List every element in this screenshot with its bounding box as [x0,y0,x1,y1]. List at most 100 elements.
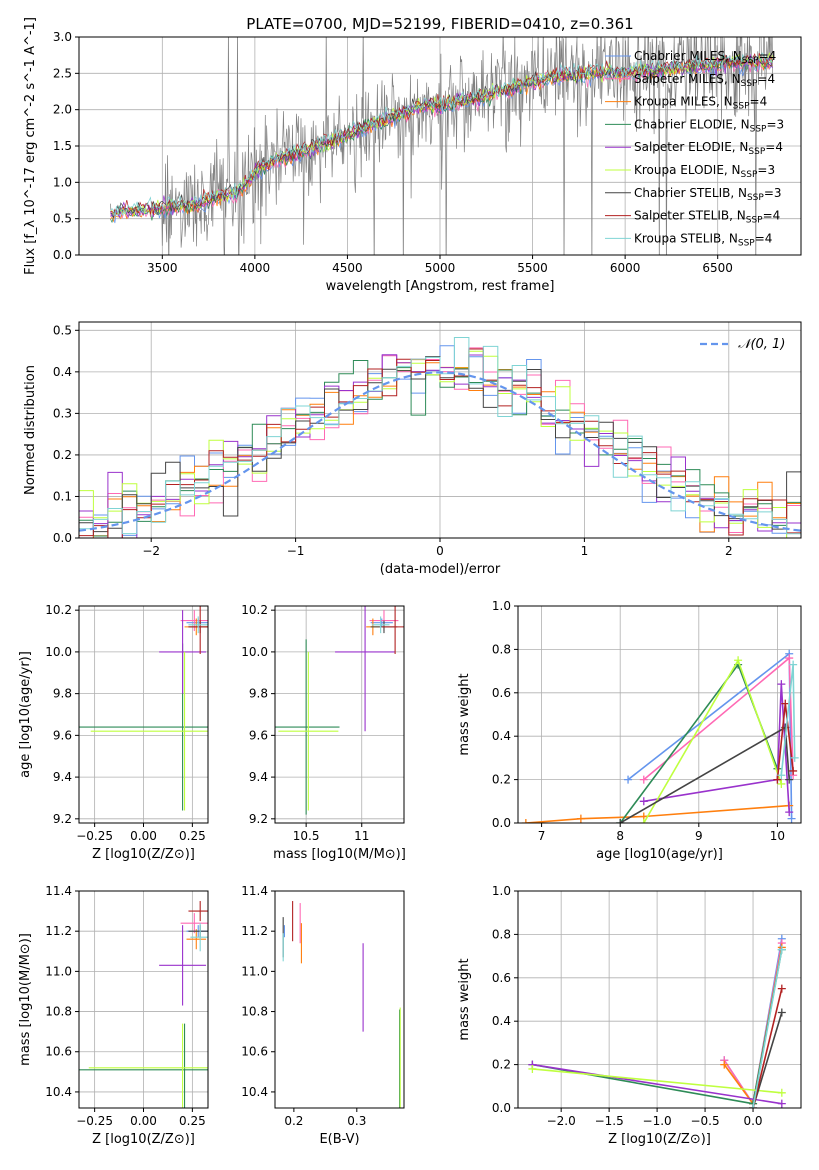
y-tick-label: 0.0 [492,816,511,830]
mass-vs-extinction-plot-frame [274,890,405,1109]
weight-point [790,753,799,762]
y-axis-label: age [log10(age/yr)] [18,651,33,778]
weight-point [777,680,786,689]
legend-label: Chabrier ELODIE, NSSP=3 [634,117,784,134]
x-axis-label: age [log10(age/yr)] [596,847,723,862]
y-axis-label: mass weight [457,958,472,1040]
y-tick-label: 0.4 [53,365,72,379]
weight-point [777,771,786,780]
x-tick-label: 7 [538,829,546,843]
x-axis-label: mass [log10(M/M⊙)] [273,847,406,862]
x-tick-label: 0.25 [179,1114,206,1128]
y-tick-label: 0.2 [492,773,511,787]
y-tick-label: 0.2 [53,448,72,462]
weight-series [752,988,783,1108]
y-axis-label: Normed distribution [23,365,38,495]
x-tick-label: 0.3 [347,1114,366,1128]
y-tick-label: 0.2 [492,1058,511,1072]
weight-point [734,656,743,665]
x-tick-label: 3500 [147,261,178,275]
y-tick-label: 2.5 [53,66,72,80]
x-tick-label: 0.0 [743,1114,762,1128]
mass-weight-vs-age-plot-marks [521,649,799,823]
weight-point [777,984,786,993]
weight-point [787,814,796,823]
x-tick-label: 8 [616,829,624,843]
mass-weight-vs-age-plot: 7 8 9 10 0.0 0.2 0.4 0.6 0.8 1.0 age [log10(age/yr… [457,599,802,862]
weight-point [749,1104,758,1108]
residual-histogram: −2 −1 0 1 2 0.0 0.1 0.2 0.3 0.4 0.5 (data-model)/er… [23,321,802,577]
x-tick-label: 0.25 [179,829,206,843]
x-tick-label: 10 [770,829,785,843]
x-tick-label: 5000 [425,261,456,275]
weight-point [789,660,798,669]
weight-point [576,814,585,823]
x-tick-label: 10.5 [293,829,320,843]
legend-label: Salpeter STELIB, NSSP=4 [634,209,780,226]
weight-point [785,654,794,663]
spectrum-plot-marks [110,37,774,255]
y-axis-label: mass weight [457,673,472,755]
weight-point [777,779,786,788]
weight-point [639,775,648,784]
x-tick-label: 6500 [702,261,733,275]
weight-point [781,699,790,708]
y-tick-label: 10.0 [45,645,72,659]
weight-point [785,775,794,784]
y-tick-label: 11.4 [45,884,72,898]
y-tick-label: 0.1 [53,489,72,503]
age-vs-mass-plot-frame [274,605,405,824]
legend-label: Kroupa STELIB, NSSP=4 [634,231,772,248]
legend-label: Salpeter MILES, NSSP=4 [634,72,775,89]
legend-label: Chabrier STELIB, NSSP=3 [634,186,782,203]
age-vs-mass-plot-marks [275,606,404,815]
y-tick-label: 0.4 [492,729,511,743]
y-tick-label: 9.4 [53,770,72,784]
x-tick-label: −0.25 [76,829,113,843]
weight-series [532,1063,782,1105]
legend-label: 𝒩(0, 1) [738,337,785,352]
y-tick-label: 11.0 [45,964,72,978]
x-axis-label: (data-model)/error [380,562,501,577]
y-tick-label: 0.8 [492,642,511,656]
x-tick-label: 0.2 [284,1114,303,1128]
x-axis-label: wavelength [Angstrom, rest frame] [326,279,555,294]
spectrum-plot: 3500 4000 4500 5000 5500 6000 6500 0.0 0.5 1.0 1.5… [23,17,802,294]
legend-label: Kroupa ELODIE, NSSP=3 [634,163,775,180]
y-tick-label: 9.6 [53,728,72,742]
y-tick-label: 2.0 [53,103,72,117]
y-tick-label: 9.2 [53,812,72,826]
legend-label: Salpeter ELODIE, NSSP=4 [634,140,783,157]
weight-point [521,819,530,823]
mass-weight-vs-metallicity-plot: −2.0 −1.5 −1.0 −0.5 0.0 0.0 0.2 0.4 0.6 0.8 1.0 Z [… [457,884,802,1147]
weight-point [639,797,648,806]
y-axis-label: mass [log10(M/M⊙)] [18,933,33,1066]
y-tick-label: 0.6 [492,971,511,985]
x-tick-label: 0.00 [130,1114,157,1128]
weight-point [777,945,786,954]
mass-vs-metallicity-plot: −0.25 0.00 0.25 10.4 10.6 10.8 11.0 11.2 11.4 Z [… [18,884,209,1147]
y-tick-label: 9.6 [249,728,268,742]
y-tick-label: 0.8 [492,927,511,941]
y-tick-label: 11.2 [241,924,268,938]
weight-point [777,1088,786,1097]
mass-vs-metallicity-plot-marks [79,901,208,1108]
weight-point [528,1064,537,1073]
weight-series [752,1012,783,1108]
y-tick-label: 0.5 [53,212,72,226]
y-tick-label: 10.6 [45,1045,72,1059]
x-tick-label: −2 [142,544,160,558]
y-tick-label: 10.0 [241,645,268,659]
x-tick-label: 1 [581,544,589,558]
weight-point [777,1008,786,1017]
x-tick-label: −0.25 [76,1114,113,1128]
age-vs-mass-plot: 10.5 11 9.2 9.4 9.6 9.8 10.0 10.2 mass [log10(M/… [241,603,406,862]
y-tick-label: 3.0 [53,30,72,44]
y-tick-label: 9.4 [249,770,268,784]
weight-point [616,819,625,823]
residual-histogram-series [79,337,801,535]
age-vs-metallicity-plot: −0.25 0.00 0.25 9.2 9.4 9.6 9.8 10.0 10.2 Z [log1… [18,603,209,862]
x-tick-label: 4500 [332,261,363,275]
mass-weight-vs-metallicity-plot-marks [528,934,786,1108]
y-tick-label: 10.8 [241,1005,268,1019]
